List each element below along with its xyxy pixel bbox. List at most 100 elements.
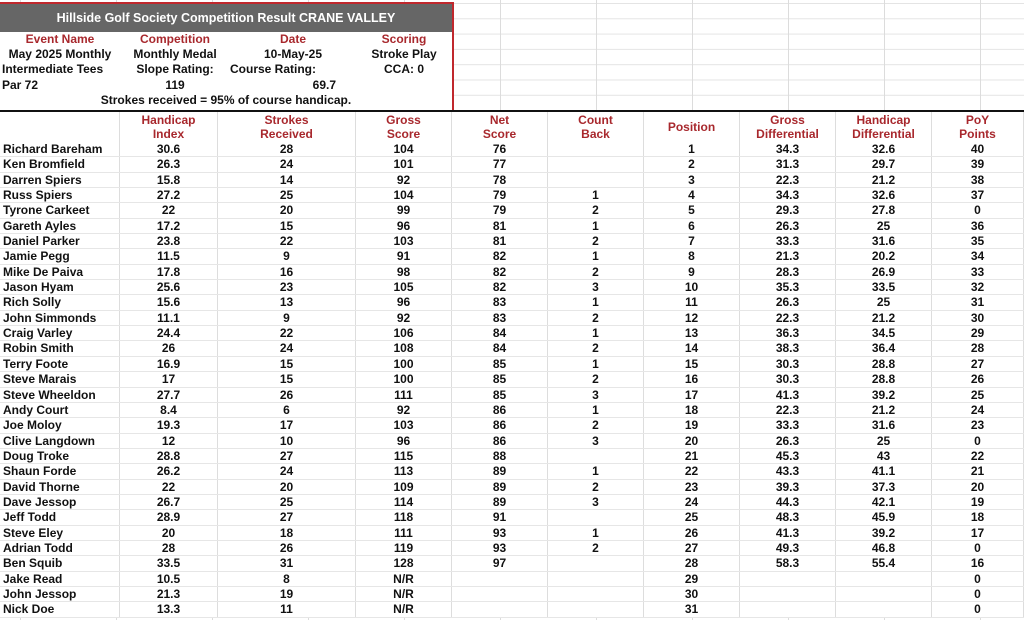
position-cell[interactable]: 15 <box>644 356 740 372</box>
net-score-cell[interactable]: 84 <box>452 326 548 341</box>
count-back-cell[interactable] <box>548 157 644 172</box>
gross-score-cell[interactable]: 96 <box>356 433 452 448</box>
net-score-cell[interactable]: 89 <box>452 494 548 510</box>
count-back-cell[interactable] <box>548 510 644 525</box>
gross-differential-cell[interactable]: 29.3 <box>740 203 836 218</box>
poy-points-cell[interactable]: 0 <box>932 586 1024 602</box>
player-name-cell[interactable]: Richard Bareham <box>0 142 120 157</box>
poy-points-cell[interactable]: 34 <box>932 249 1024 264</box>
count-back-cell[interactable]: 3 <box>548 494 644 510</box>
position-cell[interactable]: 28 <box>644 556 740 571</box>
player-name-cell[interactable]: Mike De Paiva <box>0 264 120 280</box>
position-cell[interactable]: 27 <box>644 540 740 556</box>
position-cell[interactable]: 11 <box>644 295 740 310</box>
handicap-differential-cell[interactable]: 42.1 <box>836 494 932 510</box>
gross-differential-cell[interactable]: 41.3 <box>740 387 836 402</box>
gross-score-cell[interactable]: 104 <box>356 188 452 203</box>
event-name[interactable]: May 2025 Monthly <box>8 47 112 62</box>
handicap-differential-cell[interactable]: 43 <box>836 448 932 464</box>
poy-points-cell[interactable]: 0 <box>932 203 1024 218</box>
poy-points-cell[interactable]: 0 <box>932 433 1024 448</box>
net-score-cell[interactable]: 84 <box>452 341 548 356</box>
poy-points-cell[interactable]: 38 <box>932 172 1024 188</box>
gross-differential-cell[interactable]: 22.3 <box>740 172 836 188</box>
gross-differential-cell[interactable]: 49.3 <box>740 540 836 556</box>
gross-score-cell[interactable]: 108 <box>356 341 452 356</box>
handicap-differential-cell[interactable] <box>836 571 932 586</box>
gross-score-cell[interactable]: 111 <box>356 387 452 402</box>
handicap-differential-cell[interactable]: 34.5 <box>836 326 932 341</box>
count-back-cell[interactable] <box>548 142 644 157</box>
handicap-differential-cell[interactable]: 39.2 <box>836 387 932 402</box>
handicap-index-cell[interactable]: 13.3 <box>120 602 218 617</box>
count-back-cell[interactable]: 1 <box>548 464 644 479</box>
poy-points-cell[interactable]: 25 <box>932 387 1024 402</box>
net-score-cell[interactable]: 81 <box>452 234 548 249</box>
count-back-cell[interactable]: 1 <box>548 249 644 264</box>
strokes-received-cell[interactable]: 18 <box>218 525 356 540</box>
gross-differential-cell[interactable]: 38.3 <box>740 341 836 356</box>
player-name-cell[interactable]: Nick Doe <box>0 602 120 617</box>
net-score-cell[interactable]: 86 <box>452 418 548 433</box>
column-header-count-back[interactable]: Count Back <box>548 112 644 142</box>
gross-differential-cell[interactable]: 35.3 <box>740 280 836 295</box>
count-back-cell[interactable] <box>548 571 644 586</box>
poy-points-cell[interactable]: 22 <box>932 448 1024 464</box>
strokes-received-cell[interactable]: 31 <box>218 556 356 571</box>
handicap-differential-cell[interactable]: 28.8 <box>836 372 932 387</box>
net-score-cell[interactable]: 85 <box>452 372 548 387</box>
net-score-cell[interactable]: 83 <box>452 310 548 326</box>
gross-score-cell[interactable]: 99 <box>356 203 452 218</box>
gross-score-cell[interactable]: 92 <box>356 310 452 326</box>
net-score-cell[interactable]: 77 <box>452 157 548 172</box>
player-name-cell[interactable]: Doug Troke <box>0 448 120 464</box>
player-name-cell[interactable]: Gareth Ayles <box>0 218 120 234</box>
count-back-cell[interactable]: 1 <box>548 218 644 234</box>
date[interactable]: 10-May-25 <box>263 47 323 62</box>
strokes-received-cell[interactable]: 15 <box>218 218 356 234</box>
count-back-cell[interactable]: 1 <box>548 356 644 372</box>
count-back-cell[interactable]: 2 <box>548 264 644 280</box>
handicap-differential-cell[interactable]: 33.5 <box>836 280 932 295</box>
net-score-cell[interactable]: 88 <box>452 448 548 464</box>
handicap-index-cell[interactable]: 30.6 <box>120 142 218 157</box>
strokes-received-cell[interactable]: 26 <box>218 387 356 402</box>
handicap-index-cell[interactable]: 10.5 <box>120 571 218 586</box>
gross-score-cell[interactable]: 100 <box>356 372 452 387</box>
position-cell[interactable]: 5 <box>644 203 740 218</box>
position-cell[interactable]: 10 <box>644 280 740 295</box>
gross-score-cell[interactable]: N/R <box>356 586 452 602</box>
player-name-cell[interactable]: Ben Squib <box>0 556 120 571</box>
player-name-cell[interactable]: Terry Foote <box>0 356 120 372</box>
net-score-cell[interactable]: 82 <box>452 280 548 295</box>
poy-points-cell[interactable]: 28 <box>932 341 1024 356</box>
player-name-cell[interactable]: Darren Spiers <box>0 172 120 188</box>
handicap-differential-cell[interactable]: 25 <box>836 218 932 234</box>
gross-score-cell[interactable]: 118 <box>356 510 452 525</box>
count-back-cell[interactable]: 2 <box>548 540 644 556</box>
net-score-cell[interactable]: 89 <box>452 479 548 494</box>
net-score-cell[interactable] <box>452 586 548 602</box>
gross-differential-cell[interactable]: 22.3 <box>740 310 836 326</box>
handicap-index-cell[interactable]: 11.5 <box>120 249 218 264</box>
net-score-cell[interactable]: 81 <box>452 218 548 234</box>
player-name-cell[interactable]: Adrian Todd <box>0 540 120 556</box>
handicap-differential-cell[interactable]: 20.2 <box>836 249 932 264</box>
player-name-cell[interactable]: Jeff Todd <box>0 510 120 525</box>
handicap-differential-cell[interactable]: 46.8 <box>836 540 932 556</box>
net-score-cell[interactable]: 78 <box>452 172 548 188</box>
count-back-cell[interactable]: 1 <box>548 188 644 203</box>
strokes-received-cell[interactable]: 22 <box>218 234 356 249</box>
gross-differential-cell[interactable]: 34.3 <box>740 188 836 203</box>
count-back-cell[interactable]: 2 <box>548 479 644 494</box>
handicap-index-cell[interactable]: 26.3 <box>120 157 218 172</box>
player-name-cell[interactable]: Clive Langdown <box>0 433 120 448</box>
empty-cell[interactable] <box>356 78 452 93</box>
course-rating[interactable]: 69.7 <box>312 77 336 92</box>
handicap-index-cell[interactable]: 26.2 <box>120 464 218 479</box>
handicap-index-cell[interactable]: 27.7 <box>120 387 218 402</box>
strokes-received-cell[interactable]: 15 <box>218 356 356 372</box>
count-back-cell[interactable]: 2 <box>548 341 644 356</box>
gross-score-cell[interactable]: 109 <box>356 479 452 494</box>
gross-score-cell[interactable]: 113 <box>356 464 452 479</box>
